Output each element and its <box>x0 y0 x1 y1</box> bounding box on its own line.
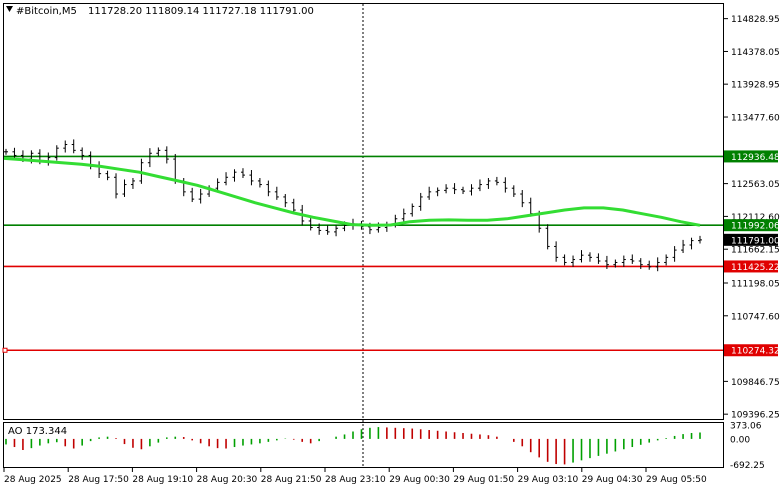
horizontal-levels: 112936.48 111992.06 111791.00 111425.22 1102… <box>2 150 780 357</box>
y-tick-label: 114378.05 <box>731 48 780 58</box>
collapse-triangle-icon[interactable] <box>6 6 13 12</box>
level-tag <box>724 219 778 232</box>
x-tick-label: 28 Aug 2025 <box>4 475 62 485</box>
level-tag <box>724 260 778 273</box>
x-tick-label: 29 Aug 00:30 <box>389 475 450 485</box>
y-tick-label: 113928.95 <box>731 81 780 91</box>
y-tick-label: 112563.05 <box>731 180 780 190</box>
y-tick-label: 111662.15 <box>731 246 780 256</box>
ao-label: AO 173.344 <box>8 426 67 437</box>
level-tag-label: 111992.06 <box>731 222 780 232</box>
x-tick-label: 28 Aug 19:10 <box>132 475 193 485</box>
y-tick-label: 112112.60 <box>731 213 780 223</box>
x-tick-label: 28 Aug 20:30 <box>197 475 258 485</box>
x-tick-label: 29 Aug 05:50 <box>646 475 707 485</box>
x-tick-label: 28 Aug 21:50 <box>261 475 322 485</box>
price-axis: 114828.95 114378.05 113928.95 113477.60 1125… <box>724 15 780 421</box>
y-tick-label: 113477.60 <box>731 114 780 124</box>
ao-tick-label: 0.00 <box>730 435 750 445</box>
time-axis: 28 Aug 2025 28 Aug 17:50 28 Aug 19:10 28 Au… <box>3 468 707 485</box>
ma-line <box>3 156 701 227</box>
level-tag-label: 112936.48 <box>731 153 780 163</box>
y-tick-label: 109396.25 <box>731 411 780 421</box>
symbol-label: #Bitcoin,M5 <box>16 6 77 17</box>
y-tick-label: 111198.05 <box>731 279 780 289</box>
ao-axis: 373.06 0.00 -692.25 <box>730 422 765 471</box>
y-tick-label: 114828.95 <box>731 15 780 25</box>
x-tick-label: 28 Aug 17:50 <box>68 475 129 485</box>
level-anchor <box>2 347 8 353</box>
level-tag-label: 111425.22 <box>731 263 780 273</box>
x-tick-label: 29 Aug 01:50 <box>453 475 514 485</box>
x-tick-label: 28 Aug 23:10 <box>325 475 386 485</box>
y-tick-label: 109846.75 <box>731 378 780 388</box>
x-tick-label: 29 Aug 03:10 <box>518 475 579 485</box>
level-tag <box>724 150 778 163</box>
ohlc-label: 111728.20 111809.14 111727.18 111791.00 <box>88 6 314 17</box>
level-tag <box>724 344 778 357</box>
level-tag-label: 111791.00 <box>731 236 780 246</box>
level-tag <box>724 233 778 246</box>
ao-tick-label: -692.25 <box>730 461 765 471</box>
y-tick-label: 110747.60 <box>731 312 780 322</box>
level-tag-label: 110274.32 <box>731 347 780 357</box>
moving-average <box>3 156 701 227</box>
x-tick-label: 29 Aug 04:30 <box>582 475 643 485</box>
ao-histogram <box>5 427 701 465</box>
ao-tick-label: 373.06 <box>730 422 762 432</box>
